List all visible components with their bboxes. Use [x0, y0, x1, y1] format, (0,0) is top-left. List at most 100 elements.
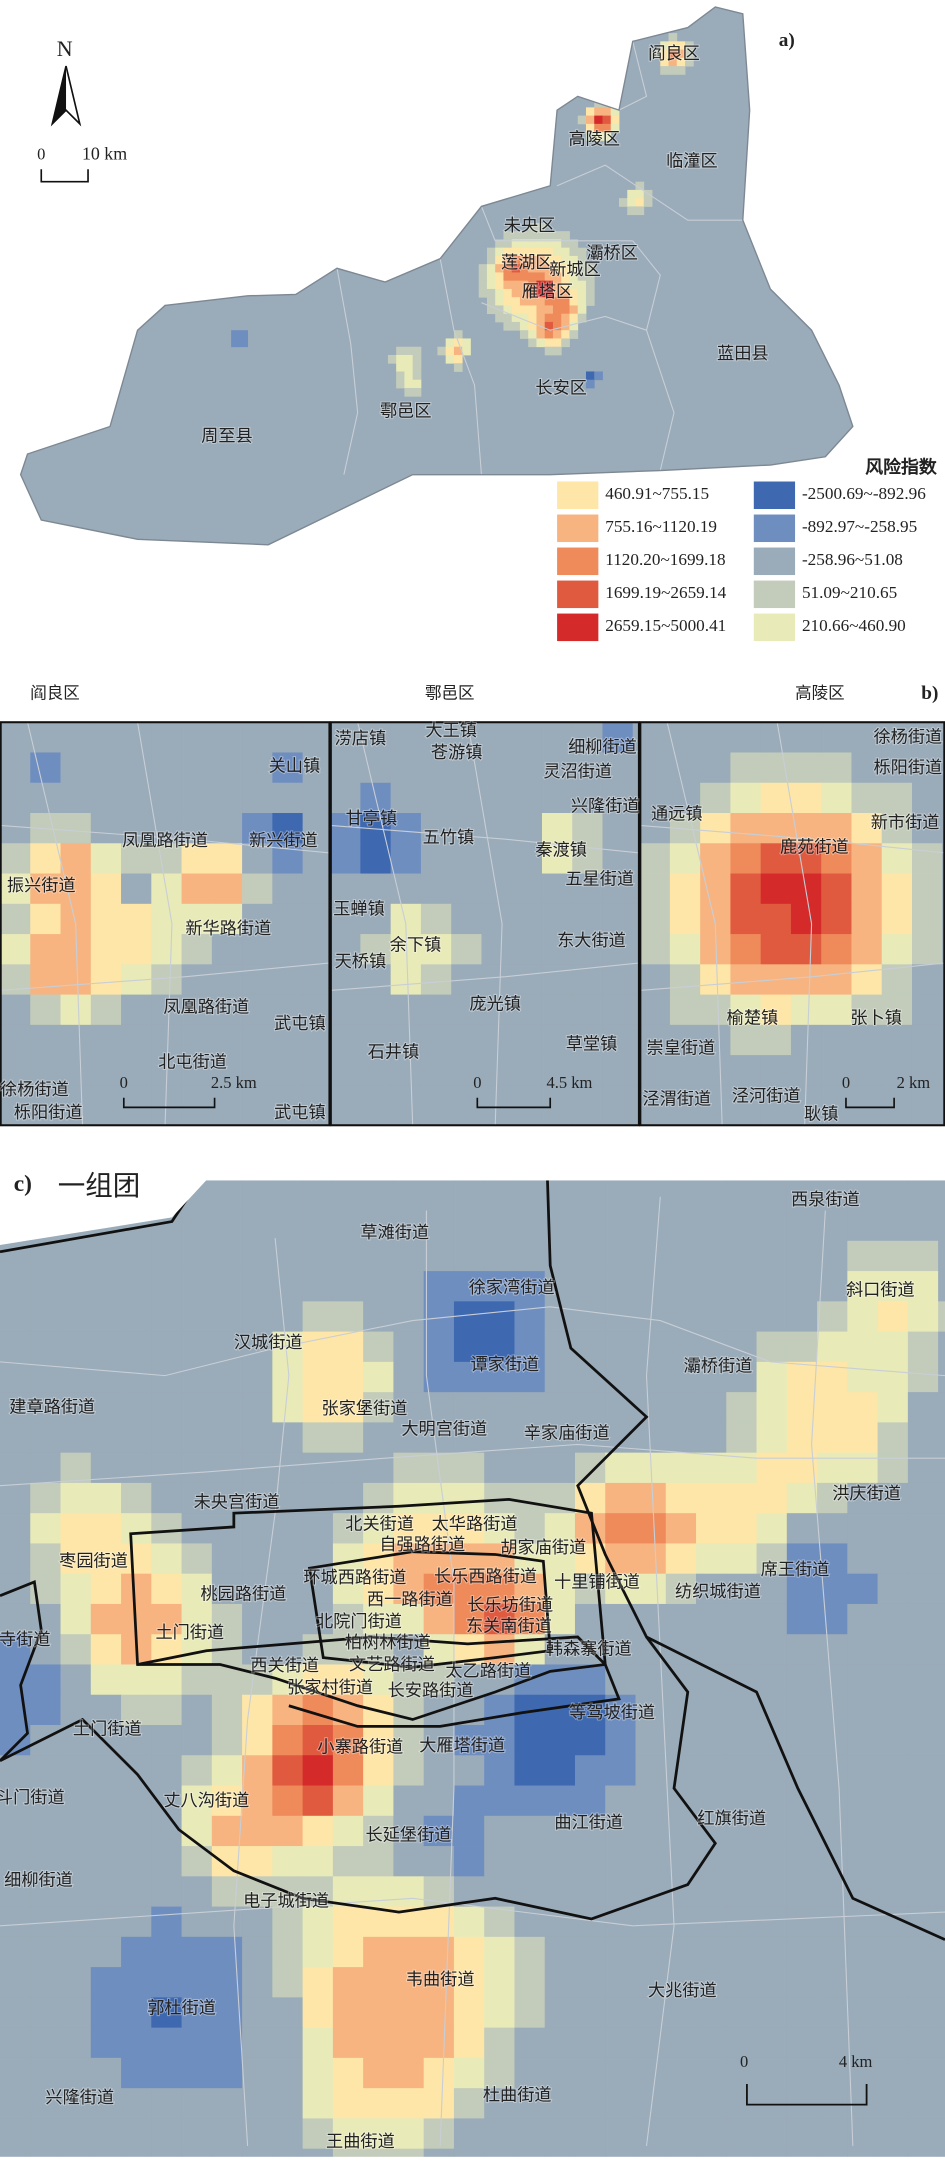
heat-cell	[393, 1725, 425, 1756]
heat-cell	[514, 2148, 546, 2157]
place-label: 秦渡镇	[535, 840, 587, 859]
heat-cell	[484, 1331, 515, 1363]
heat-cell	[363, 1755, 394, 1786]
heat-cell	[363, 2027, 394, 2059]
heat-cell	[627, 189, 636, 199]
heat-cell	[302, 873, 331, 905]
heat-cell	[632, 1055, 640, 1086]
heat-cell	[700, 813, 731, 844]
heat-cell	[423, 2027, 455, 2059]
heat-cell	[817, 1301, 848, 1333]
heat-cell	[481, 752, 513, 784]
heat-cell	[938, 1573, 945, 1605]
heat-cell	[605, 1452, 636, 1484]
heat-cell	[423, 1725, 455, 1756]
inset-frame	[0, 721, 331, 1127]
heat-cell	[90, 722, 122, 753]
place-label: 关山镇	[269, 757, 321, 776]
heat-cell	[760, 873, 792, 905]
heat-cell	[495, 280, 504, 290]
heat-cell	[90, 2027, 122, 2059]
panel-a: N 0 10 km a) 风险指数 460.91~755.15755.16~11…	[19, 6, 937, 642]
heat-cell	[760, 1055, 792, 1086]
heat-cell	[272, 722, 304, 753]
scale-zero: 0	[37, 144, 45, 163]
heat-cell	[605, 1543, 636, 1575]
heat-cell	[60, 873, 92, 905]
heat-cell	[272, 752, 304, 784]
heat-cell	[881, 994, 913, 1026]
heat-cell	[60, 843, 92, 874]
heat-cell	[528, 247, 537, 257]
place-label: 武屯镇	[274, 1103, 326, 1122]
heat-cell	[302, 964, 331, 996]
heat-cell	[481, 1024, 513, 1056]
heat-cell	[760, 934, 792, 965]
scale-zero: 0	[473, 1073, 481, 1092]
heat-cell	[332, 1936, 364, 1968]
heat-cell	[211, 1361, 243, 1393]
place-label: 崇皇街道	[647, 1039, 716, 1058]
heat-cell	[756, 1815, 788, 1847]
heat-cell	[602, 123, 612, 133]
heat-cell	[151, 2148, 182, 2157]
heat-cell	[514, 1846, 546, 1877]
heat-cell	[503, 255, 513, 265]
place-label: 小寨路街道	[317, 1737, 403, 1756]
heat-cell	[404, 354, 414, 364]
heat-cell	[786, 1482, 818, 1514]
heat-cell	[332, 1755, 364, 1786]
heat-cell	[0, 1301, 31, 1333]
heat-cell	[484, 1240, 515, 1272]
heat-cell	[211, 934, 243, 965]
heat-cell	[552, 313, 562, 323]
heat-cell	[756, 2057, 788, 2089]
heat-cell	[574, 1876, 606, 1907]
heat-cell	[30, 1755, 61, 1786]
heat-cell	[572, 903, 603, 935]
heat-cell	[585, 123, 595, 133]
heat-cell	[665, 2118, 697, 2150]
heat-cell	[881, 813, 913, 844]
heat-cell	[907, 2057, 939, 2089]
heat-cell	[484, 1634, 515, 1665]
heat-cell	[511, 1055, 543, 1086]
heat-cell	[423, 2088, 455, 2119]
heat-cell	[332, 1331, 364, 1363]
heat-cell	[639, 1055, 671, 1086]
heat-cell	[907, 1846, 939, 1877]
heat-cell	[639, 782, 671, 814]
heat-cell	[572, 722, 603, 753]
heat-cell	[242, 1785, 273, 1817]
heat-cell	[60, 1331, 92, 1363]
heat-cell	[541, 722, 573, 753]
heat-cell	[700, 873, 731, 905]
heat-cell	[60, 2057, 92, 2089]
place-label: 东大街道	[557, 931, 626, 950]
heat-cell	[817, 1603, 848, 1635]
heat-cell	[676, 41, 686, 51]
heat-cell	[544, 1876, 576, 1907]
heat-cell	[514, 1301, 546, 1333]
heat-cell	[817, 1634, 848, 1665]
heat-cell	[181, 994, 213, 1026]
heat-cell	[790, 782, 822, 814]
place-label: 玉蝉镇	[333, 900, 385, 919]
heat-cell	[877, 1361, 909, 1393]
heat-cell	[272, 2118, 304, 2150]
heat-cell	[511, 813, 543, 844]
heat-cell	[363, 1331, 394, 1363]
heat-cell	[938, 1331, 945, 1363]
scale-bar	[746, 2084, 868, 2106]
heat-cell	[404, 371, 414, 381]
heat-cell	[30, 1452, 61, 1484]
heat-cell	[302, 1392, 334, 1423]
heat-cell	[726, 1815, 757, 1847]
heat-cell	[511, 843, 543, 874]
heat-cell	[639, 1115, 671, 1126]
heat-cell	[272, 1543, 304, 1575]
place-label: 大明宫街道	[401, 1420, 487, 1439]
heat-cell	[536, 313, 546, 323]
heat-cell	[726, 1271, 757, 1302]
heat-cell	[30, 934, 61, 965]
